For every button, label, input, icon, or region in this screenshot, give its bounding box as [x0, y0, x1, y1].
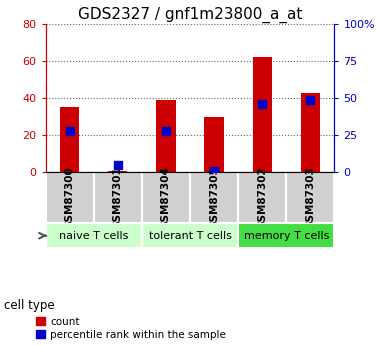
Point	[163, 128, 169, 134]
Text: cell type: cell type	[4, 299, 54, 312]
Bar	[142, 223, 238, 248]
Bar	[253, 57, 272, 172]
Point	[115, 162, 121, 167]
Text: GSM87304: GSM87304	[161, 166, 171, 229]
Point	[66, 128, 73, 134]
Bar	[46, 172, 94, 223]
Text: GSM87303: GSM87303	[306, 166, 315, 229]
Text: GSM87305: GSM87305	[209, 166, 219, 229]
Bar	[286, 172, 334, 223]
Bar	[60, 107, 79, 172]
Bar	[238, 172, 286, 223]
Bar	[108, 171, 127, 172]
Legend: count, percentile rank within the sample: count, percentile rank within the sample	[36, 317, 226, 340]
Point	[211, 169, 217, 174]
Point	[259, 101, 265, 107]
Bar	[190, 172, 238, 223]
Bar	[204, 117, 224, 172]
Bar	[238, 223, 334, 248]
Bar	[94, 172, 142, 223]
Bar	[156, 100, 176, 172]
Text: GSM87302: GSM87302	[257, 166, 267, 229]
Text: memory T cells: memory T cells	[244, 231, 329, 241]
Bar	[142, 172, 190, 223]
Text: GSM87300: GSM87300	[65, 166, 74, 229]
Bar	[46, 223, 142, 248]
Point	[307, 97, 314, 102]
Text: tolerant T cells: tolerant T cells	[149, 231, 231, 241]
Text: GSM87301: GSM87301	[113, 166, 123, 229]
Title: GDS2327 / gnf1m23800_a_at: GDS2327 / gnf1m23800_a_at	[78, 7, 302, 23]
Text: naive T cells: naive T cells	[59, 231, 128, 241]
Bar	[301, 92, 320, 172]
